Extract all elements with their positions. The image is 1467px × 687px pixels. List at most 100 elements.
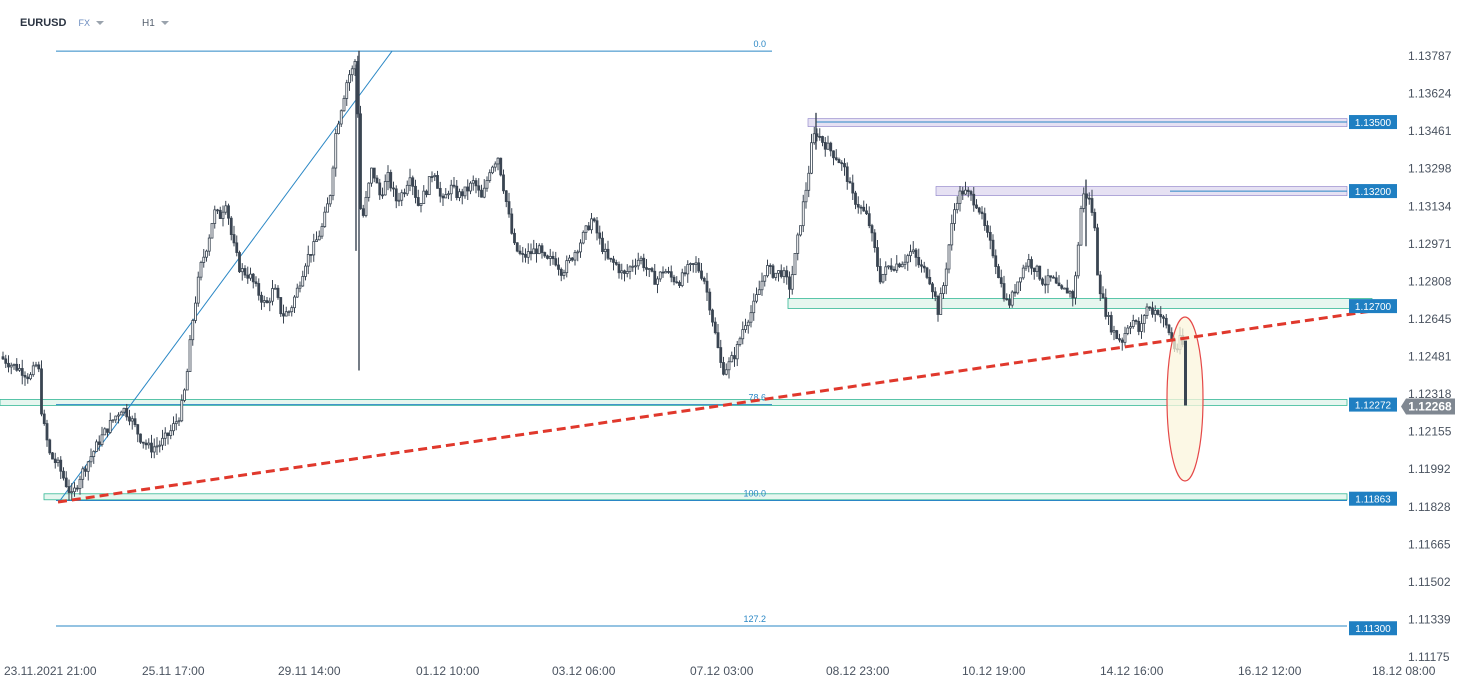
candle-body xyxy=(1079,208,1083,246)
candle-body xyxy=(570,257,574,261)
candle xyxy=(975,199,978,210)
candle xyxy=(664,268,668,274)
candle xyxy=(746,319,750,334)
candle xyxy=(1101,286,1105,299)
candle xyxy=(367,182,371,202)
candle-body xyxy=(199,262,203,278)
price-label-text: 1.12700 xyxy=(1355,302,1392,313)
candle-body xyxy=(867,213,871,227)
market-label[interactable]: FX xyxy=(78,18,90,28)
candle-body xyxy=(1013,291,1017,294)
candle-body xyxy=(683,272,687,275)
candle-body xyxy=(194,302,197,321)
candle xyxy=(469,181,472,195)
candle xyxy=(348,69,351,91)
candle-body xyxy=(1035,265,1039,272)
candle-body xyxy=(155,445,159,448)
candle xyxy=(496,157,500,171)
x-tick-label: 03.12 06:00 xyxy=(552,664,616,678)
candle xyxy=(350,65,354,82)
candle xyxy=(155,437,159,455)
candle-body xyxy=(931,283,934,293)
candle xyxy=(202,248,206,268)
candle-body xyxy=(1140,323,1143,332)
candle-body xyxy=(895,263,899,271)
candle-body xyxy=(1,356,5,360)
candle xyxy=(694,256,698,273)
candle-body xyxy=(1074,275,1077,299)
candle-body xyxy=(477,185,481,191)
timeframe-dropdown-chevron-icon[interactable] xyxy=(160,21,169,25)
candle xyxy=(603,243,607,261)
candle xyxy=(920,259,923,273)
symbol-label[interactable]: EURUSD xyxy=(20,17,67,29)
candle xyxy=(411,175,415,196)
candle xyxy=(1019,277,1022,291)
candle-body xyxy=(645,267,648,270)
candle xyxy=(279,297,283,317)
candle xyxy=(1063,287,1066,290)
candle-body xyxy=(691,263,695,265)
candle xyxy=(892,266,896,272)
candle-body xyxy=(884,266,888,275)
candle xyxy=(524,248,527,263)
candle-body xyxy=(328,195,332,205)
candle xyxy=(966,186,970,198)
timeframe-label[interactable]: H1 xyxy=(141,17,155,29)
candle xyxy=(1041,277,1044,286)
candle-body xyxy=(378,182,382,196)
candle-body xyxy=(724,369,728,375)
candle xyxy=(606,240,610,260)
candle xyxy=(337,120,340,135)
candle-body xyxy=(1038,265,1042,280)
candle-body xyxy=(958,190,962,204)
market-dropdown-chevron-icon[interactable] xyxy=(95,21,104,25)
candle-body xyxy=(1134,320,1138,322)
candle-body xyxy=(320,226,324,237)
y-tick-label: 1.12318 xyxy=(1408,387,1452,401)
x-tick-label: 18.12 08:00 xyxy=(1372,664,1436,678)
candle xyxy=(590,212,593,234)
candle xyxy=(623,269,626,282)
candle-body xyxy=(796,234,800,254)
price-level-label: 1.12272 xyxy=(1349,397,1397,412)
candle xyxy=(799,225,802,237)
candle xyxy=(848,177,852,184)
candle xyxy=(925,266,929,280)
candle-body xyxy=(603,248,607,252)
candle xyxy=(755,287,758,304)
candle xyxy=(906,253,910,271)
candle-body xyxy=(1112,330,1116,333)
candle-body xyxy=(100,434,104,445)
candle-body xyxy=(689,263,692,265)
candle xyxy=(763,275,767,287)
candle-body xyxy=(130,418,134,422)
candle-body xyxy=(590,218,593,231)
candle-body xyxy=(397,199,401,202)
candle xyxy=(196,271,200,307)
candle-body xyxy=(768,265,772,267)
candle xyxy=(177,417,181,427)
candle-body xyxy=(1090,198,1094,213)
candle-body xyxy=(1162,316,1165,319)
candle-body xyxy=(1093,212,1097,229)
candle xyxy=(645,258,648,277)
candle xyxy=(240,263,244,281)
candle-body xyxy=(383,181,387,196)
candle-body xyxy=(1071,291,1075,299)
candle xyxy=(133,412,137,428)
resistance-zone xyxy=(807,118,1348,127)
candle xyxy=(1065,279,1069,294)
candle-body xyxy=(1167,324,1171,334)
candle xyxy=(375,175,379,184)
candle xyxy=(271,280,274,306)
candle-body xyxy=(405,184,409,195)
candle-body xyxy=(540,245,544,253)
candle xyxy=(911,241,915,254)
candle xyxy=(499,157,503,177)
candle-body xyxy=(276,287,280,298)
candles-layer xyxy=(1,50,1187,501)
candle xyxy=(1153,305,1157,322)
candle xyxy=(620,263,624,280)
